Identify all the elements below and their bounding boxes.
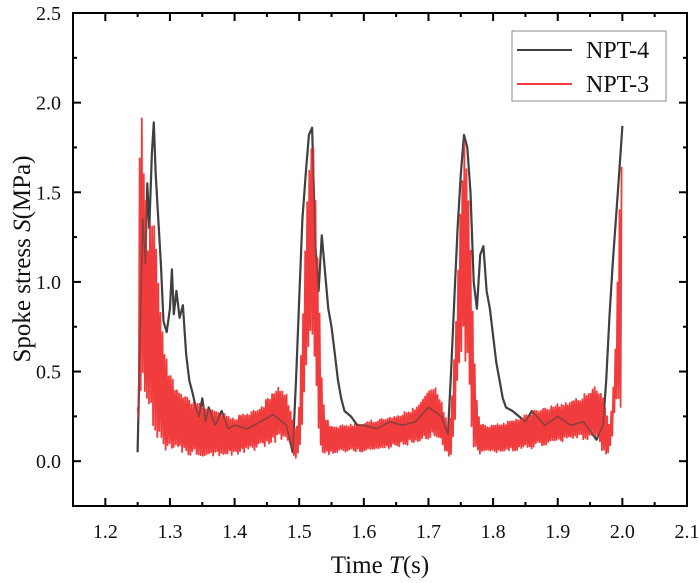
- y-axis: 0.0 0.5 1.0 1.5 2.0 2.5: [36, 3, 687, 473]
- x-tick-label: 1.7: [416, 521, 441, 543]
- x-tick-label: 1.6: [351, 521, 376, 543]
- x-tick-label: 1.4: [222, 521, 247, 543]
- x-axis-title: Time T(s): [331, 552, 429, 579]
- y-tick-label: 1.0: [36, 272, 61, 294]
- y-axis-title: Spoke stress S(MPa): [9, 156, 36, 363]
- y-tick-label: 0.0: [36, 451, 61, 473]
- series-line-npt4-overlay: [136, 121, 624, 454]
- series-line-npt3: [136, 117, 623, 459]
- x-tick-label: 1.8: [481, 521, 506, 543]
- legend-box: [511, 30, 667, 102]
- x-tick-label: 1.9: [545, 521, 570, 543]
- x-tick-label: 1.3: [157, 521, 182, 543]
- y-tick-label: 1.5: [36, 182, 61, 204]
- y-tick-label: 2.5: [36, 3, 61, 25]
- legend-label-npt3: NPT-3: [586, 72, 649, 98]
- x-axis: 1.2 1.3 1.4 1.5 1.6 1.7 1.8 1.9 2.0 2.1: [93, 13, 700, 543]
- x-tick-label: 1.2: [93, 521, 118, 543]
- y-tick-label: 2.0: [36, 93, 61, 115]
- legend-label-npt4: NPT-4: [586, 38, 649, 64]
- y-tick-label: 0.5: [36, 362, 61, 384]
- series-line-npt4: [136, 121, 624, 454]
- series-layer: [136, 117, 624, 459]
- x-tick-label: 1.5: [287, 521, 312, 543]
- x-tick-label: 2.0: [610, 521, 635, 543]
- plot-frame: [72, 12, 688, 507]
- x-tick-label: 2.1: [675, 521, 700, 543]
- legend: NPT-4 NPT-3: [511, 30, 667, 102]
